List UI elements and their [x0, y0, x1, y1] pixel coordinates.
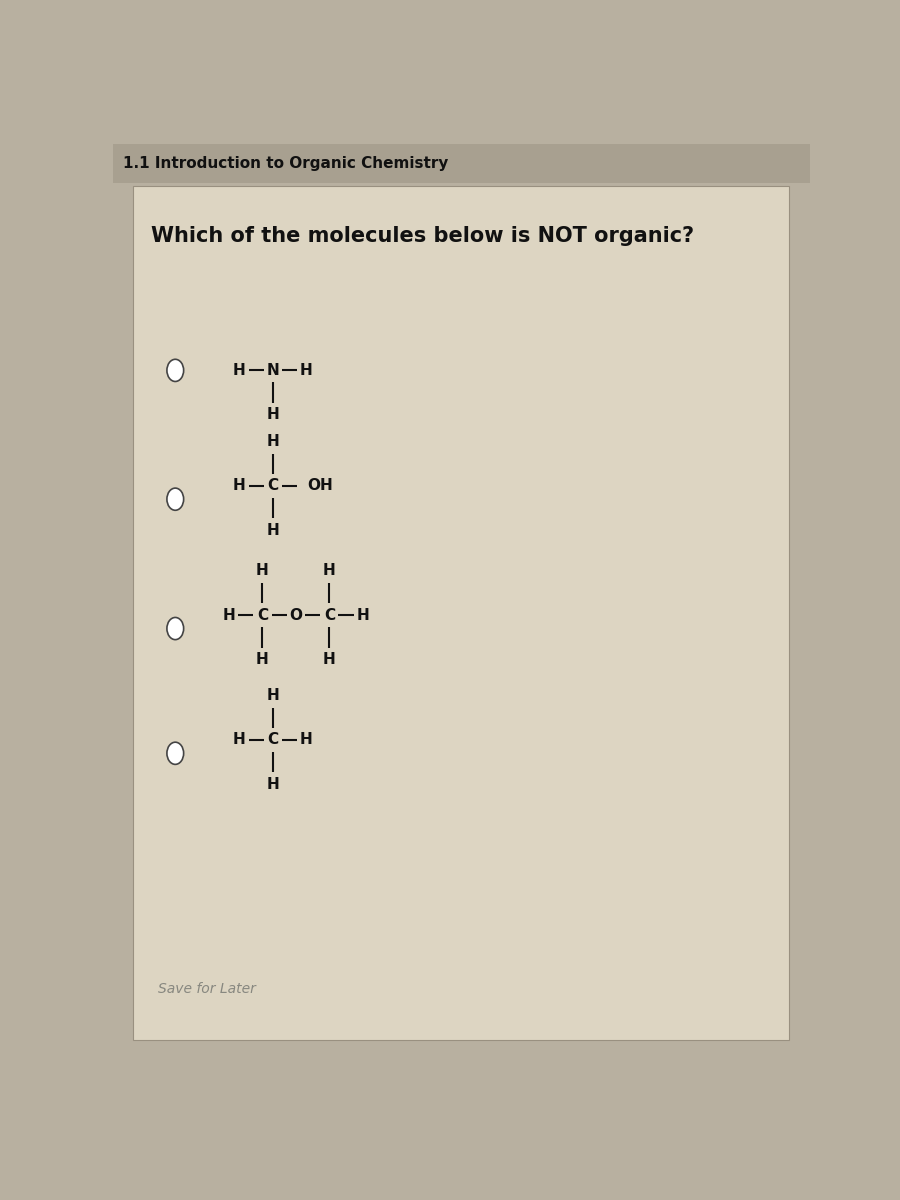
Text: H: H [266, 434, 279, 449]
Text: H: H [300, 732, 313, 748]
Text: H: H [266, 407, 279, 422]
Text: H: H [266, 523, 279, 538]
Text: H: H [266, 776, 279, 792]
Text: O: O [290, 607, 302, 623]
Text: Save for Later: Save for Later [158, 983, 256, 996]
Text: C: C [267, 732, 278, 748]
Text: N: N [266, 362, 279, 378]
Text: H: H [233, 479, 246, 493]
Text: H: H [233, 362, 246, 378]
Text: C: C [267, 479, 278, 493]
Text: H: H [266, 688, 279, 703]
Text: Which of the molecules below is NOT organic?: Which of the molecules below is NOT orga… [151, 227, 694, 246]
Text: H: H [256, 563, 269, 578]
Text: C: C [324, 607, 335, 623]
Text: H: H [323, 652, 336, 667]
Text: H: H [323, 563, 336, 578]
Text: H: H [222, 607, 236, 623]
Text: OH: OH [308, 479, 333, 493]
Text: H: H [300, 362, 313, 378]
Circle shape [166, 488, 184, 510]
Text: 1.1 Introduction to Organic Chemistry: 1.1 Introduction to Organic Chemistry [123, 156, 448, 170]
Circle shape [166, 742, 184, 764]
Text: H: H [356, 607, 369, 623]
Text: H: H [256, 652, 269, 667]
Text: H: H [233, 732, 246, 748]
Circle shape [166, 618, 184, 640]
Text: C: C [256, 607, 268, 623]
Circle shape [166, 359, 184, 382]
Bar [112, 144, 810, 182]
